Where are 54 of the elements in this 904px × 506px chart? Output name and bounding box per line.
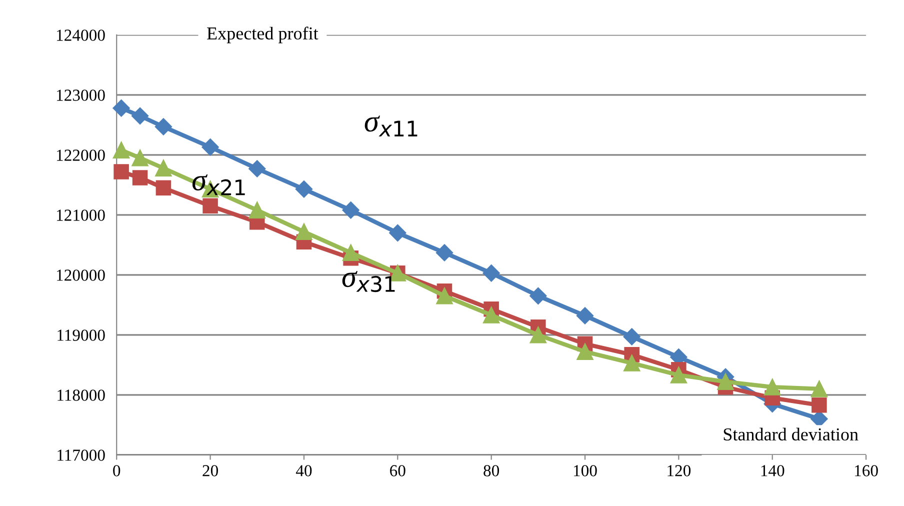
- point: [717, 373, 734, 390]
- point: [248, 160, 266, 178]
- point: [812, 397, 827, 413]
- point: [114, 164, 129, 180]
- y-tick-label: 123000: [56, 90, 105, 101]
- text: σ$_{x11}$: [364, 116, 418, 136]
- point: [764, 378, 781, 396]
- x-tick-label: 100: [574, 465, 597, 476]
- series-label: σ$_{x31}$: [342, 271, 395, 292]
- x-tick-label: 20: [202, 465, 218, 476]
- y-tick-label: 119000: [58, 330, 105, 341]
- point: [810, 380, 828, 398]
- x-tick-label: 80: [484, 465, 500, 476]
- point: [248, 202, 266, 218]
- point: [670, 366, 688, 384]
- point: [530, 326, 546, 344]
- x-tick-label: 160: [855, 465, 878, 476]
- point: [156, 180, 172, 196]
- point: [295, 180, 313, 198]
- y-tick-label: 121000: [56, 210, 105, 221]
- point: [482, 264, 500, 282]
- point: [296, 223, 312, 240]
- x-tick-label: 40: [296, 465, 312, 476]
- point: [154, 118, 172, 136]
- point: [155, 160, 172, 176]
- point: [436, 244, 454, 262]
- x-tick-label: 140: [761, 465, 784, 476]
- point: [342, 244, 360, 262]
- x-tick-label: 0: [113, 465, 120, 476]
- x-tick-label: 60: [390, 465, 406, 476]
- point: [132, 150, 148, 166]
- point: [202, 138, 219, 156]
- y-axis-title: Expected profit: [207, 26, 318, 44]
- point: [576, 343, 594, 360]
- point: [112, 142, 130, 158]
- point: [436, 288, 453, 304]
- y-tick-label: 122000: [56, 150, 105, 161]
- y-tick-label: 117000: [58, 450, 105, 461]
- point: [131, 107, 149, 124]
- point: [342, 202, 360, 219]
- point: [530, 287, 547, 304]
- x-axis-title: Standard deviation: [724, 428, 858, 441]
- y-tick-label: 118000: [58, 390, 105, 401]
- x-tick-label: 120: [668, 465, 691, 476]
- point: [482, 306, 500, 324]
- point: [112, 100, 130, 117]
- point: [389, 224, 406, 242]
- point: [623, 328, 640, 346]
- y-tick-label: 124000: [56, 30, 105, 41]
- point: [132, 170, 148, 186]
- point: [576, 307, 594, 324]
- point: [624, 354, 640, 372]
- y-tick-label: 120000: [56, 270, 105, 281]
- point: [202, 198, 218, 214]
